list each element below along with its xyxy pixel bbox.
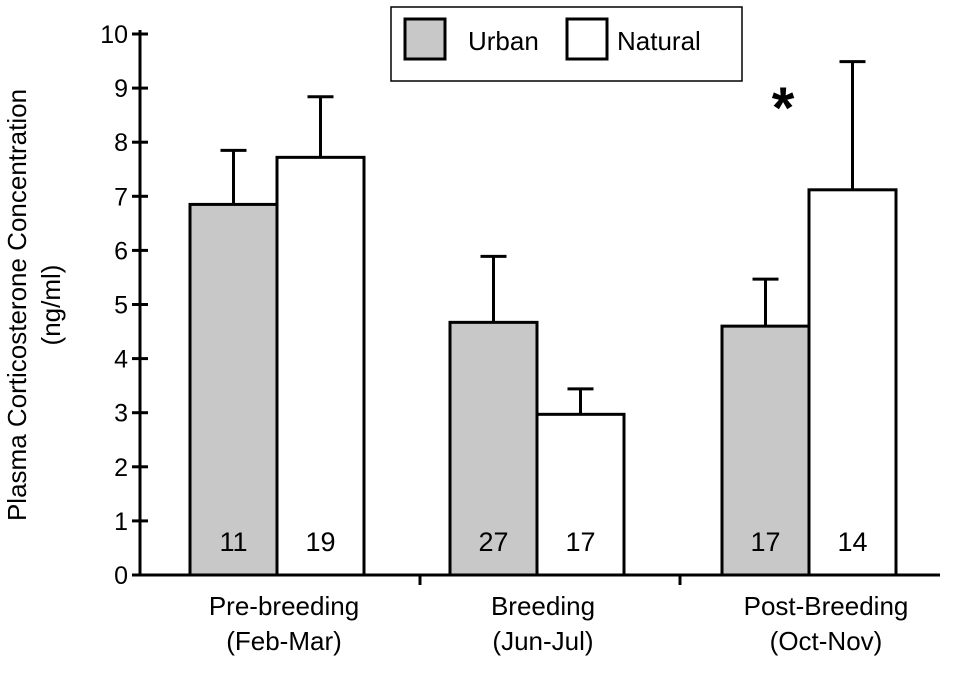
sample-size-label: 17 xyxy=(750,527,780,557)
y-axis-label-line1: Plasma Corticosterone Concentration xyxy=(2,89,32,521)
y-tick-label: 2 xyxy=(114,454,128,482)
bars: 11 27 17 19 17 14 xyxy=(188,60,898,577)
sample-size-label: 27 xyxy=(478,527,508,557)
legend-label-urban: Urban xyxy=(468,26,539,56)
bar-natural xyxy=(535,412,626,577)
sample-size-label: 14 xyxy=(837,527,867,557)
category-label: Post-Breeding xyxy=(744,591,909,621)
category-label: (Feb-Mar) xyxy=(226,626,342,656)
y-tick-label: 10 xyxy=(100,21,128,49)
sample-size-label: 19 xyxy=(305,527,335,557)
y-tick-label: 7 xyxy=(114,183,128,211)
bar-urban xyxy=(720,324,811,577)
category-label: Breeding xyxy=(491,591,595,621)
y-tick-label: 5 xyxy=(114,292,128,320)
legend: Urban Natural xyxy=(390,6,743,82)
annotations: * xyxy=(772,76,795,141)
y-tick-label: 3 xyxy=(114,400,128,428)
bar-urban xyxy=(188,202,279,577)
sample-size-label: 11 xyxy=(219,527,247,557)
legend-swatch-urban xyxy=(403,17,447,61)
bar-natural xyxy=(807,188,898,577)
category-label: Pre-breeding xyxy=(209,591,359,621)
y-tick-label: 4 xyxy=(114,346,128,374)
y-tick-label: 9 xyxy=(114,75,128,103)
y-axis-label-line2: (ng/ml) xyxy=(36,265,66,346)
category-label: (Oct-Nov) xyxy=(770,626,883,656)
y-tick-label: 1 xyxy=(114,508,128,536)
legend-label-natural: Natural xyxy=(617,26,701,56)
y-tick-label: 6 xyxy=(114,237,128,265)
legend-swatch-natural xyxy=(565,17,609,61)
category-label: (Jun-Jul) xyxy=(492,626,593,656)
significance-asterisk: * xyxy=(772,76,795,141)
y-tick-label: 8 xyxy=(114,129,128,157)
y-axis-title: Plasma Corticosterone Concentration (ng/… xyxy=(2,89,66,521)
category-labels: Pre-breeding (Feb-Mar) Breeding (Jun-Jul) Po… xyxy=(209,591,909,656)
bar-natural xyxy=(275,155,366,577)
y-tick-label: 0 xyxy=(114,562,128,590)
sample-size-label: 17 xyxy=(565,527,595,557)
